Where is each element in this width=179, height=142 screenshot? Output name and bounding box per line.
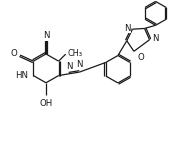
Text: CH₃: CH₃ xyxy=(67,49,83,58)
Text: N: N xyxy=(66,62,72,71)
Text: O: O xyxy=(137,53,144,62)
Text: N: N xyxy=(152,34,158,43)
Text: N: N xyxy=(124,24,130,33)
Text: N: N xyxy=(76,60,83,69)
Text: HN: HN xyxy=(15,71,28,80)
Text: O: O xyxy=(10,49,17,58)
Text: OH: OH xyxy=(39,99,53,108)
Text: N: N xyxy=(43,31,49,40)
